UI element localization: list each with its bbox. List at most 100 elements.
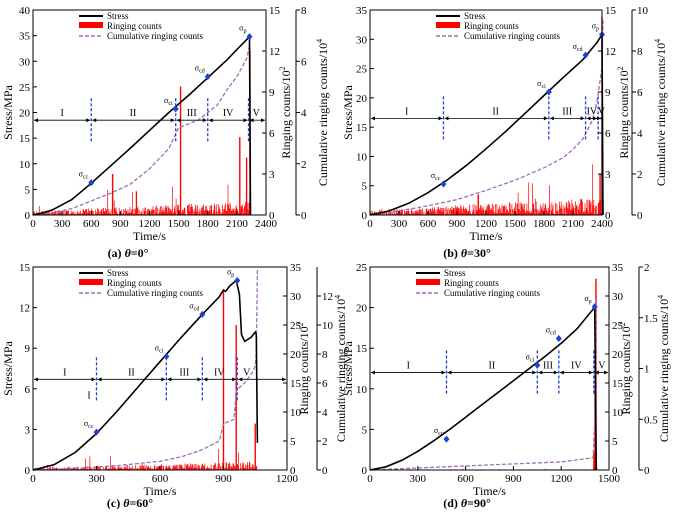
y-tick-label: 0 <box>25 465 31 477</box>
cumulative-tick-label: 0 <box>322 465 328 477</box>
stage-arrowhead <box>586 116 591 121</box>
y-tick-label: 10 <box>19 159 31 171</box>
panel-caption: (d) θ=90° <box>443 496 491 510</box>
legend-label-stress: Stress <box>107 11 129 21</box>
stress-marker-label: σcc <box>431 171 441 182</box>
ringing-counts-series <box>370 16 603 215</box>
ringing-tick-label: 0 <box>605 210 611 222</box>
x-tick-label: 1200 <box>139 218 162 230</box>
stress-marker-point <box>443 435 450 443</box>
stress-marker-label: σp <box>592 22 599 33</box>
stage-arrowhead <box>202 118 207 123</box>
stress-marker-point <box>555 334 562 342</box>
cumulative-tick-label: 4 <box>301 108 307 120</box>
panel-caption: (a) θ=0° <box>108 246 149 260</box>
y-tick-label: 30 <box>356 34 368 46</box>
x-tick-label: 300 <box>88 473 105 485</box>
stage-label: III <box>187 108 197 119</box>
stage-arrowhead <box>444 116 449 121</box>
x-tick-label: 1500 <box>168 218 191 230</box>
y-tick-label: 35 <box>356 5 368 17</box>
ringing-axis-label: Ringing counts/102 <box>278 66 293 158</box>
stage-label-extra: I <box>87 390 90 401</box>
stress-marker-point <box>440 180 447 188</box>
ringing-tick-label: 6 <box>269 128 275 140</box>
ringing-tick-label: 15 <box>605 5 617 17</box>
stage-arrowhead <box>249 118 254 123</box>
stage-label: I <box>405 106 408 117</box>
y-tick-label: 10 <box>356 151 368 163</box>
stress-axis-label: Stress/MPa <box>1 84 15 139</box>
stress-marker-label: σcc <box>79 170 89 181</box>
y-tick-label: 0 <box>362 465 368 477</box>
stage-arrowhead <box>594 370 599 375</box>
ringing-axis-label: Ringing counts/102 <box>296 322 311 414</box>
y-tick-label: 40 <box>19 5 31 17</box>
stage-arrowhead <box>97 377 102 382</box>
x-tick-label: 600 <box>420 218 437 230</box>
cumulative-ringing-line <box>369 297 597 471</box>
ringing-tick-label: 12 <box>269 46 280 58</box>
legend-label-cumulative: Cumulative ringing counts <box>444 288 540 298</box>
stress-marker-point <box>246 33 253 41</box>
cumulative-tick-label: 10 <box>637 5 649 17</box>
cumulative-tick-label: 8 <box>301 5 307 17</box>
stress-line <box>369 304 598 471</box>
x-tick-label: 1500 <box>598 473 621 485</box>
y-tick-label: 12 <box>19 303 30 315</box>
stage-label: III <box>543 361 553 372</box>
stress-marker-point <box>93 428 100 436</box>
stage-label: V <box>598 361 606 372</box>
stage-label: II <box>128 367 135 378</box>
cumulative-axis-label: Cumulative ringing counts/104 <box>333 295 348 442</box>
stage-arrowhead <box>208 118 213 123</box>
legend-label-stress: Stress <box>107 268 129 278</box>
cumulative-tick-label: 0 <box>637 210 643 222</box>
y-tick-label: 20 <box>356 303 368 315</box>
legend-swatch-ringing <box>79 22 103 28</box>
legend-label-ringing: Ringing counts <box>107 278 162 288</box>
ringing-counts-series <box>370 278 597 470</box>
cumulative-tick-label: 6 <box>301 56 307 68</box>
stress-marker-label: σci <box>155 343 164 354</box>
stage-arrowhead <box>593 116 598 121</box>
stage-label: II <box>489 361 496 372</box>
ringing-tick-label: 10 <box>290 407 302 419</box>
y-tick-label: 3 <box>25 424 31 436</box>
stage-arrowhead <box>604 370 608 375</box>
legend-label-ringing: Ringing counts <box>464 21 519 31</box>
x-axis-label: Time/s <box>473 484 506 498</box>
ringing-tick-label: 12 <box>605 46 616 58</box>
cumulative-ringing-line <box>32 45 251 216</box>
stress-axis-label: Stress/MPa <box>341 84 355 139</box>
stress-marker-label: σcd <box>195 64 205 75</box>
stress-marker-point <box>88 179 95 187</box>
stage-arrowhead <box>161 377 166 382</box>
stage-arrowhead <box>438 116 443 121</box>
stress-marker-label: σp <box>239 24 246 35</box>
stage-arrowhead <box>532 370 537 375</box>
y-tick-label: 0 <box>25 210 31 222</box>
ringing-tick-label: 35 <box>612 262 624 274</box>
x-tick-label: 2400 <box>255 218 278 230</box>
x-tick-label: 600 <box>152 473 169 485</box>
y-tick-label: 25 <box>356 262 368 274</box>
ringing-tick-label: 0 <box>612 465 618 477</box>
legend-label-stress: Stress <box>464 11 486 21</box>
cumulative-tick-label: 8 <box>322 349 328 361</box>
stage-label: IV <box>214 367 225 378</box>
legend-label-cumulative: Cumulative ringing counts <box>107 31 203 41</box>
stage-arrowhead <box>91 377 96 382</box>
stress-marker-point <box>591 303 598 311</box>
stress-line <box>32 34 252 216</box>
stage-label: IV <box>223 108 234 119</box>
stage-label: IV <box>571 361 582 372</box>
y-tick-label: 35 <box>19 31 31 43</box>
stress-marker-label: σci <box>526 352 535 363</box>
